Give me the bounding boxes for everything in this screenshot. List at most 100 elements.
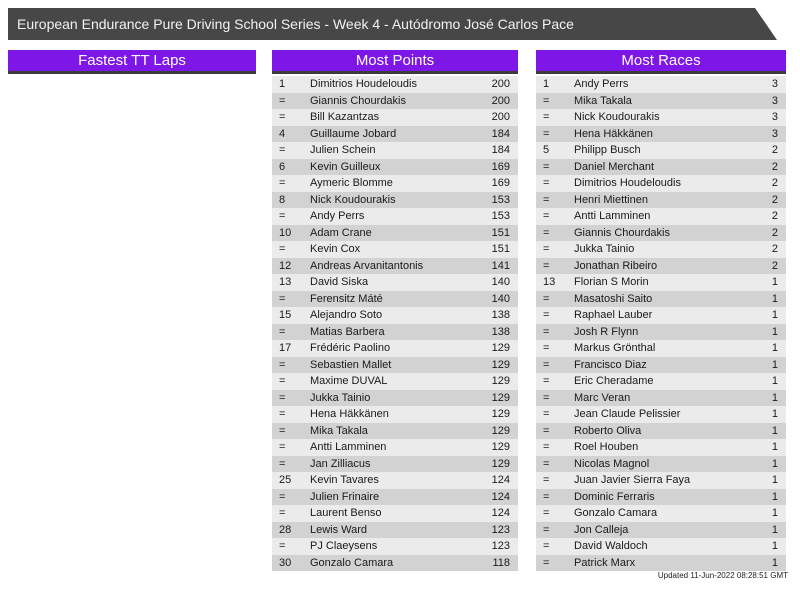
driver-name: Nick Koudourakis [574,111,660,123]
driver-name: Mika Takala [574,94,632,107]
value-cell: 129 [491,342,510,354]
driver-name: Andy Perrs [310,210,365,222]
driver-name: Hena Häkkänen [574,127,653,140]
value-cell: 1 [771,292,778,305]
rank-cell: 8 [279,193,286,206]
value-cell: 140 [491,292,510,305]
table-row: = Masatoshi Saito 1 [536,290,786,307]
driver-name: Francisco Diaz [574,358,647,371]
value-cell: 1 [771,408,778,420]
driver-name: Antti Lamminen [574,210,651,222]
value-cell: 129 [491,457,510,470]
panel-header-fastest-tt-laps: Fastest TT Laps [8,50,256,74]
table-row: = Hena Häkkänen 3 [536,125,786,142]
table-row: = Daniel Merchant 2 [536,158,786,175]
table-row: = Roel Houben 1 [536,439,786,456]
value-cell: 169 [491,177,510,189]
driver-name: Gonzalo Camara [310,556,394,569]
value-cell: 1 [771,507,778,519]
rank-cell: 5 [543,144,550,156]
table-row: = Francisco Diaz 1 [536,356,786,373]
rank-cell: = [543,490,550,503]
rank-cell: = [543,441,550,453]
table-row: = Juan Javier Sierra Faya 1 [536,472,786,489]
table-row: = Nick Koudourakis 3 [536,109,786,126]
table-row: = Nicolas Magnol 1 [536,455,786,472]
table-row: = Marc Veran 1 [536,389,786,406]
rank-cell: = [279,358,286,371]
rank-cell: 12 [279,259,292,272]
rank-cell: = [543,540,550,552]
rank-cell: = [543,243,550,255]
value-cell: 2 [771,144,778,156]
rank-cell: = [543,375,550,387]
driver-name: Jonathan Ribeiro [574,259,658,272]
table-row: = Bill Kazantzas 200 [272,109,518,126]
value-cell: 1 [771,375,778,387]
table-row: = Julien Frinaire 124 [272,488,518,505]
table-row: 25 Kevin Tavares 124 [272,472,518,489]
value-cell: 141 [491,259,510,272]
table-row: = Giannis Chourdakis 200 [272,92,518,109]
value-cell: 1 [771,556,778,569]
driver-name: Andy Perrs [574,78,629,90]
value-cell: 2 [771,193,778,206]
driver-name: Maxime DUVAL [310,375,388,387]
value-cell: 3 [771,78,778,90]
rank-cell: = [543,474,550,486]
table-row: = Mika Takala 3 [536,92,786,109]
table-row: = Eric Cheradame 1 [536,373,786,390]
driver-name: Dominic Ferraris [574,490,655,503]
driver-name: Jukka Tainio [310,391,371,404]
value-cell: 153 [491,210,510,222]
rank-cell: = [543,226,550,239]
rank-cell: = [279,243,286,255]
table-row: = Josh R Flynn 1 [536,323,786,340]
value-cell: 129 [491,408,510,420]
driver-name: Dimitrios Houdeloudis [574,177,681,189]
driver-name: Julien Schein [310,144,376,156]
rank-cell: = [279,325,286,338]
driver-name: Andreas Arvanitantonis [310,259,424,272]
table-row: = Maxime DUVAL 129 [272,373,518,390]
rank-cell: = [543,556,550,569]
value-cell: 2 [771,243,778,255]
driver-name: Florian S Morin [574,276,649,288]
value-cell: 1 [771,540,778,552]
updated-timestamp: Updated 11-Jun-2022 08:28:51 GMT [657,571,788,580]
table-row: = Kevin Cox 151 [272,241,518,258]
rank-cell: = [543,259,550,272]
rank-cell: = [543,342,550,354]
table-row: = Sebastien Mallet 129 [272,356,518,373]
table-row: 8 Nick Koudourakis 153 [272,191,518,208]
value-cell: 200 [491,111,510,123]
rank-cell: = [279,540,286,552]
value-cell: 2 [771,210,778,222]
table-row: = Jonathan Ribeiro 2 [536,257,786,274]
driver-name: Laurent Benso [310,507,382,519]
rank-cell: 15 [279,309,292,321]
rank-cell: = [279,94,286,107]
panel-fastest-tt-laps: Fastest TT Laps [8,50,256,76]
rank-cell: 13 [543,276,556,288]
table-row: = Matias Barbera 138 [272,323,518,340]
driver-name: Gonzalo Camara [574,507,658,519]
value-cell: 169 [491,160,510,173]
driver-name: Jon Calleja [574,523,629,536]
rank-cell: = [543,358,550,371]
table-row: = Mika Takala 129 [272,422,518,439]
value-cell: 129 [491,375,510,387]
driver-name: Hena Häkkänen [310,408,389,420]
value-cell: 2 [771,177,778,189]
rank-cell: = [279,144,286,156]
value-cell: 1 [771,309,778,321]
value-cell: 3 [771,94,778,107]
rank-cell: = [279,408,286,420]
driver-name: Kevin Cox [310,243,361,255]
value-cell: 151 [491,243,510,255]
table-row: = Andy Perrs 153 [272,208,518,225]
driver-name: Adam Crane [310,226,372,239]
table-row: = Dominic Ferraris 1 [536,488,786,505]
driver-name: Sebastien Mallet [310,358,392,371]
